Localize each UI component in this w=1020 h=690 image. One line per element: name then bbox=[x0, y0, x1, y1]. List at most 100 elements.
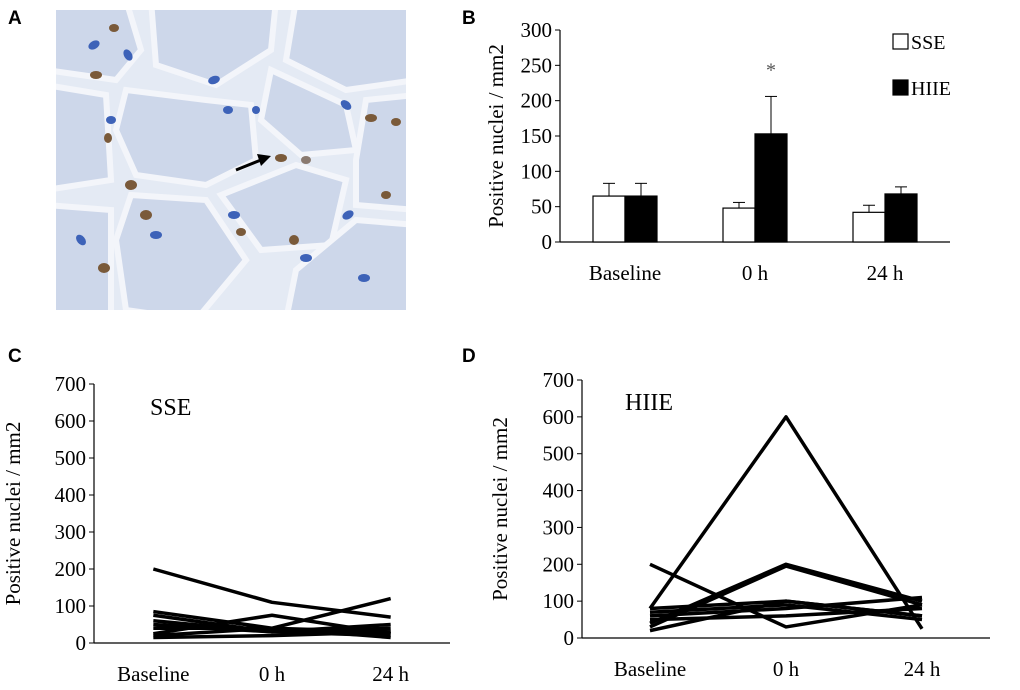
legend-label-sse: SSE bbox=[911, 32, 945, 54]
y-tick-label: 400 bbox=[55, 483, 87, 507]
x-tick-label: 24 h bbox=[372, 662, 409, 686]
series-line bbox=[649, 599, 923, 633]
panel-letter-d: D bbox=[462, 346, 476, 367]
arrow-head bbox=[257, 154, 271, 166]
nucleus bbox=[300, 254, 312, 262]
muscle-fiber bbox=[112, 86, 260, 189]
panel-letter-a: A bbox=[8, 8, 22, 29]
y-tick-label: 700 bbox=[55, 372, 87, 396]
x-tick-label: 0 h bbox=[742, 261, 769, 285]
nucleus bbox=[106, 116, 116, 124]
nucleus bbox=[208, 75, 220, 85]
series-line bbox=[649, 595, 923, 618]
nucleus bbox=[223, 106, 233, 114]
arrow-icon bbox=[235, 154, 271, 172]
micrograph-svg bbox=[56, 10, 406, 310]
nucleus bbox=[236, 228, 246, 236]
nucleus bbox=[289, 235, 299, 245]
x-tick-label: 24 h bbox=[904, 657, 941, 681]
y-tick-label: 100 bbox=[543, 589, 575, 613]
x-tick-label: 0 h bbox=[259, 662, 286, 686]
nucleus bbox=[123, 49, 133, 61]
nucleus bbox=[88, 40, 100, 50]
series-line bbox=[153, 630, 391, 640]
nucleus bbox=[342, 210, 354, 220]
nucleus bbox=[391, 118, 401, 126]
y-tick-label: 200 bbox=[543, 552, 575, 576]
nucleus bbox=[301, 156, 311, 164]
y-tick-label: 300 bbox=[55, 520, 87, 544]
nucleus bbox=[109, 24, 119, 32]
panel-letter-c: C bbox=[8, 346, 22, 367]
nucleus bbox=[340, 100, 352, 110]
y-tick-label: 50 bbox=[531, 195, 552, 219]
bar-hiie bbox=[754, 133, 788, 243]
y-tick-label: 150 bbox=[521, 124, 553, 148]
y-tick-label: 300 bbox=[543, 515, 575, 539]
y-tick-label: 250 bbox=[521, 53, 553, 77]
legend-swatch-sse bbox=[892, 33, 909, 50]
significance-marker: * bbox=[766, 59, 776, 81]
muscle-fibers bbox=[56, 10, 406, 310]
muscle-fiber bbox=[56, 83, 115, 192]
y-tick-label: 200 bbox=[521, 89, 553, 113]
y-tick-label: 600 bbox=[55, 409, 87, 433]
y-tick-label: 100 bbox=[521, 159, 553, 183]
muscle-fiber bbox=[282, 10, 406, 94]
y-tick-label: 500 bbox=[55, 446, 87, 470]
x-tick-label: 0 h bbox=[773, 657, 800, 681]
series-line bbox=[153, 596, 392, 638]
series-line bbox=[649, 603, 923, 622]
nucleus bbox=[228, 211, 240, 219]
nucleus bbox=[381, 191, 391, 199]
y-tick-label: 300 bbox=[521, 18, 553, 42]
y-tick-label: 100 bbox=[55, 594, 87, 618]
y-axis-label: Positive nuclei / mm2 bbox=[484, 44, 508, 228]
nucleus bbox=[125, 180, 137, 190]
y-tick-label: 600 bbox=[543, 405, 575, 429]
nucleus bbox=[90, 71, 102, 79]
muscle-fiber bbox=[284, 216, 406, 310]
x-tick-label: 24 h bbox=[867, 261, 904, 285]
chart-title: HIIE bbox=[625, 390, 673, 416]
x-tick-label: Baseline bbox=[117, 662, 189, 686]
series-line bbox=[152, 567, 391, 619]
nuclei bbox=[76, 24, 401, 282]
x-tick-label: Baseline bbox=[614, 657, 686, 681]
muscle-fiber bbox=[56, 202, 114, 310]
nucleus bbox=[98, 263, 110, 273]
y-axis-label: Positive nuclei / mm2 bbox=[488, 417, 512, 601]
legend-swatch-hiie bbox=[892, 79, 909, 96]
nucleus bbox=[140, 210, 152, 220]
legend-label-hiie: HIIE bbox=[911, 78, 951, 100]
muscle-fiber bbox=[112, 191, 250, 310]
y-tick-label: 400 bbox=[543, 479, 575, 503]
arrow-shaft bbox=[235, 158, 262, 172]
series-line bbox=[153, 613, 391, 636]
nucleus bbox=[252, 106, 260, 114]
bar-sse bbox=[592, 195, 626, 243]
micrograph-image bbox=[56, 10, 406, 310]
series-line bbox=[649, 562, 923, 625]
y-tick-label: 0 bbox=[564, 626, 575, 650]
panel-letter-b: B bbox=[462, 8, 476, 29]
nucleus bbox=[275, 154, 287, 162]
muscle-fiber bbox=[257, 65, 360, 159]
nucleus bbox=[104, 133, 112, 143]
nucleus bbox=[76, 234, 86, 246]
nucleus bbox=[358, 274, 370, 282]
muscle-fiber bbox=[216, 161, 350, 254]
y-axis-label: Positive nuclei / mm2 bbox=[1, 422, 25, 606]
series-line bbox=[648, 415, 924, 630]
y-tick-label: 0 bbox=[542, 230, 553, 254]
nucleus bbox=[150, 231, 162, 239]
y-tick-label: 700 bbox=[543, 368, 575, 392]
muscle-fiber bbox=[148, 10, 279, 89]
y-tick-label: 500 bbox=[543, 442, 575, 466]
y-tick-label: 200 bbox=[55, 557, 87, 581]
x-tick-label: Baseline bbox=[589, 261, 661, 285]
chart-title: SSE bbox=[150, 395, 191, 421]
